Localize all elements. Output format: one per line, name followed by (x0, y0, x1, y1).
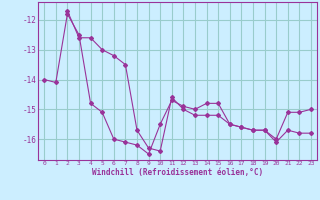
X-axis label: Windchill (Refroidissement éolien,°C): Windchill (Refroidissement éolien,°C) (92, 168, 263, 177)
